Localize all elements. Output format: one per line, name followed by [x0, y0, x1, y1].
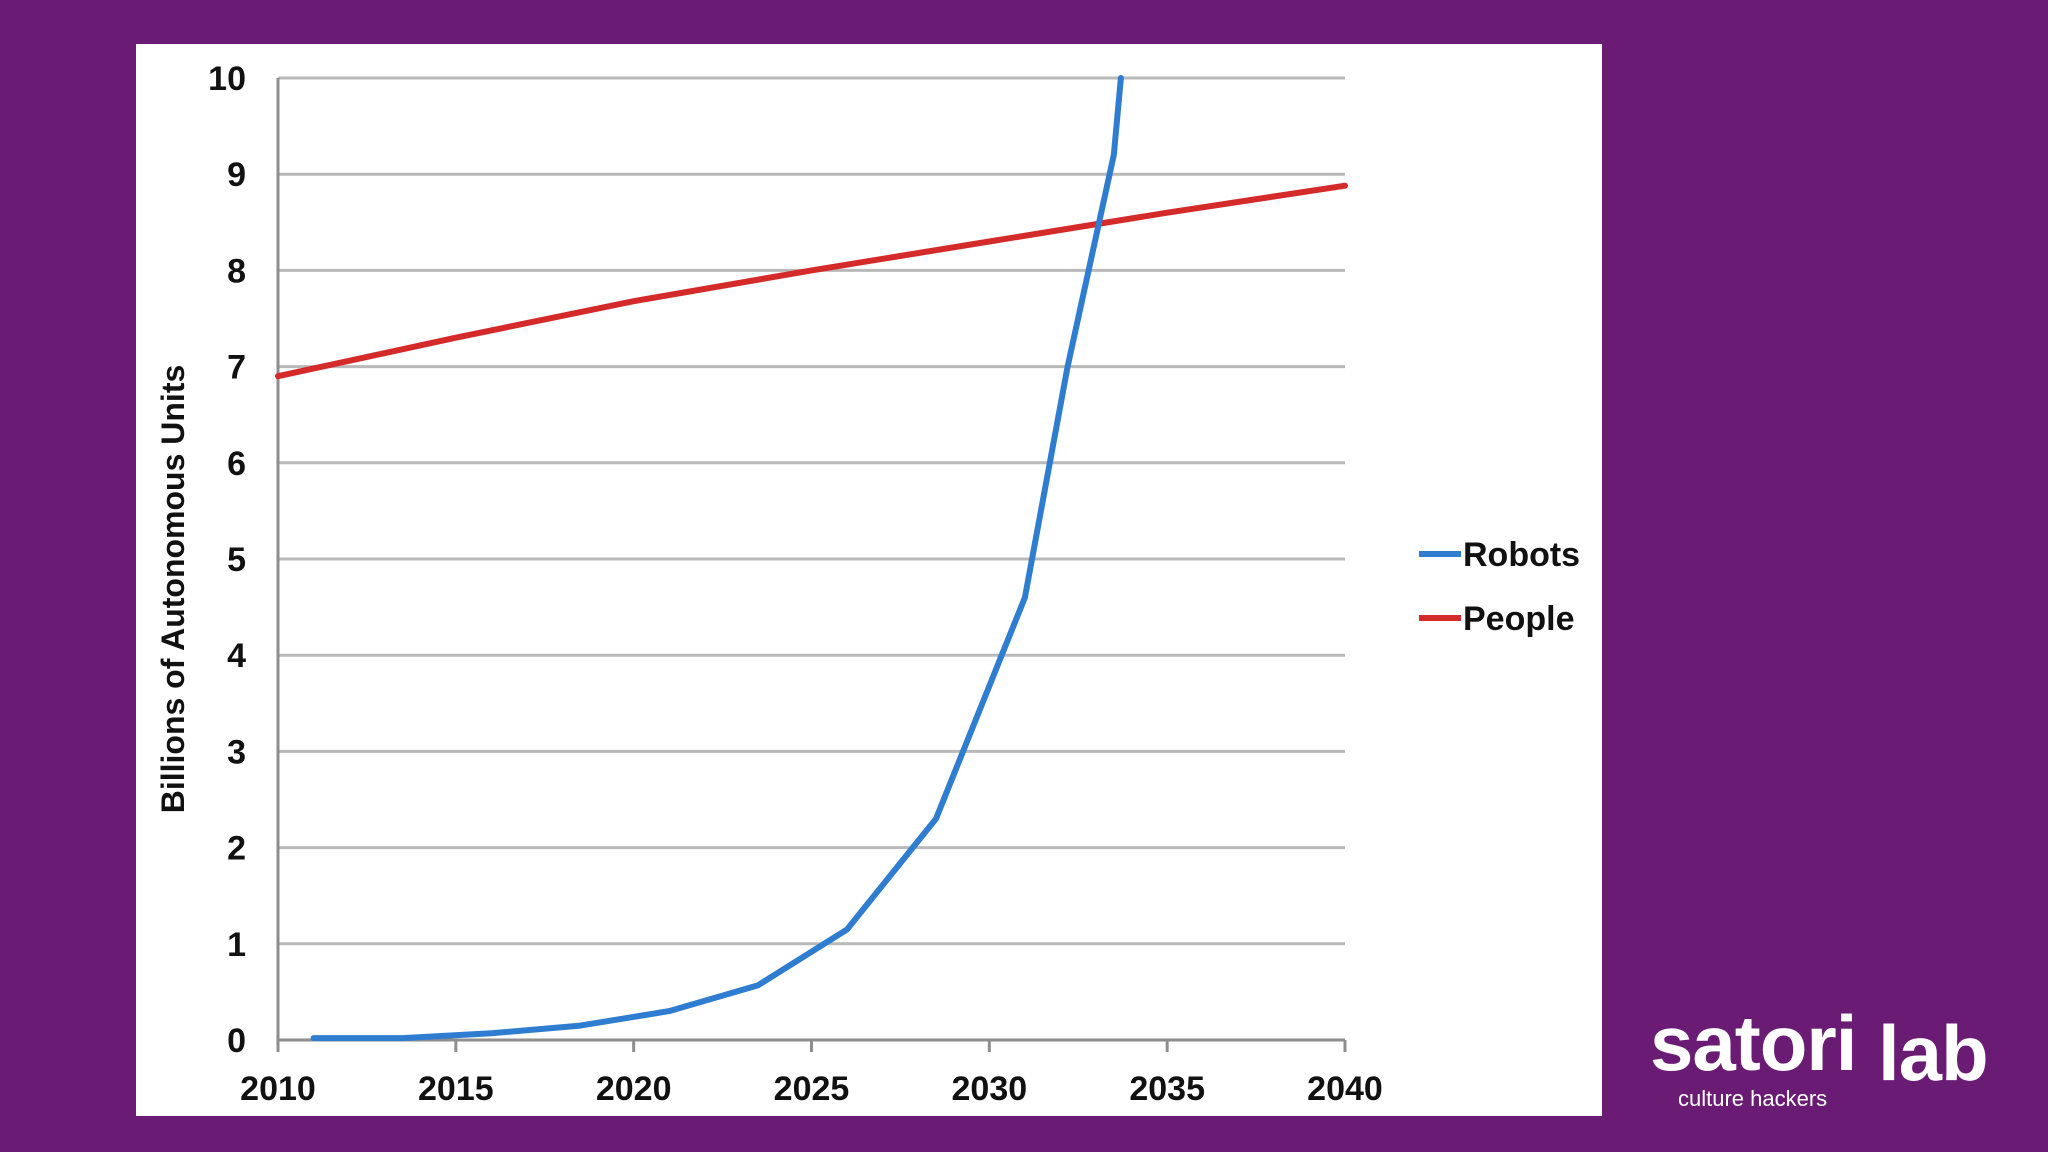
x-tick-label-2015: 2015 [418, 1070, 494, 1108]
y-tick-label-6: 6 [227, 445, 246, 483]
x-tick-label-2010: 2010 [240, 1070, 316, 1108]
legend-label-people: People [1463, 600, 1574, 638]
brand-name-satori: satori [1650, 999, 1857, 1087]
series-line-robots [310, 75, 1124, 1042]
x-tick-label-2025: 2025 [774, 1070, 850, 1108]
y-tick-label-9: 9 [227, 156, 246, 194]
y-tick-label-2: 2 [227, 830, 246, 868]
y-tick-label-7: 7 [227, 349, 246, 387]
brand-tagline: culture hackers [1678, 1086, 1828, 1111]
y-tick-label-10: 10 [208, 60, 246, 98]
satorilab-logo: satori lab culture hackers [1650, 1004, 2020, 1124]
y-tick-label-1: 1 [227, 926, 246, 964]
chart-panel: 0 1 2 3 4 5 6 7 8 9 10 2010 2015 2020 2025 2030 2035 2040… [136, 44, 1602, 1116]
brand-name-lab: lab [1878, 1009, 1989, 1097]
y-axis-title: Billions of Autonomous Units [155, 365, 191, 814]
y-tick-label-4: 4 [227, 637, 246, 675]
y-tick-label-3: 3 [227, 733, 246, 771]
x-tick-label-2035: 2035 [1129, 1070, 1205, 1108]
legend-label-robots: Robots [1463, 536, 1580, 574]
series-line-people [275, 182, 1348, 380]
x-tick-label-2040: 2040 [1307, 1070, 1383, 1108]
y-tick-label-8: 8 [227, 252, 246, 290]
x-tick-label-2020: 2020 [596, 1070, 672, 1108]
y-tick-label-0: 0 [227, 1022, 246, 1060]
y-tick-label-5: 5 [227, 541, 246, 579]
line-chart: 0 1 2 3 4 5 6 7 8 9 10 2010 2015 2020 2025 2030 2035 2040… [155, 60, 1580, 1108]
x-tick-label-2030: 2030 [952, 1070, 1028, 1108]
